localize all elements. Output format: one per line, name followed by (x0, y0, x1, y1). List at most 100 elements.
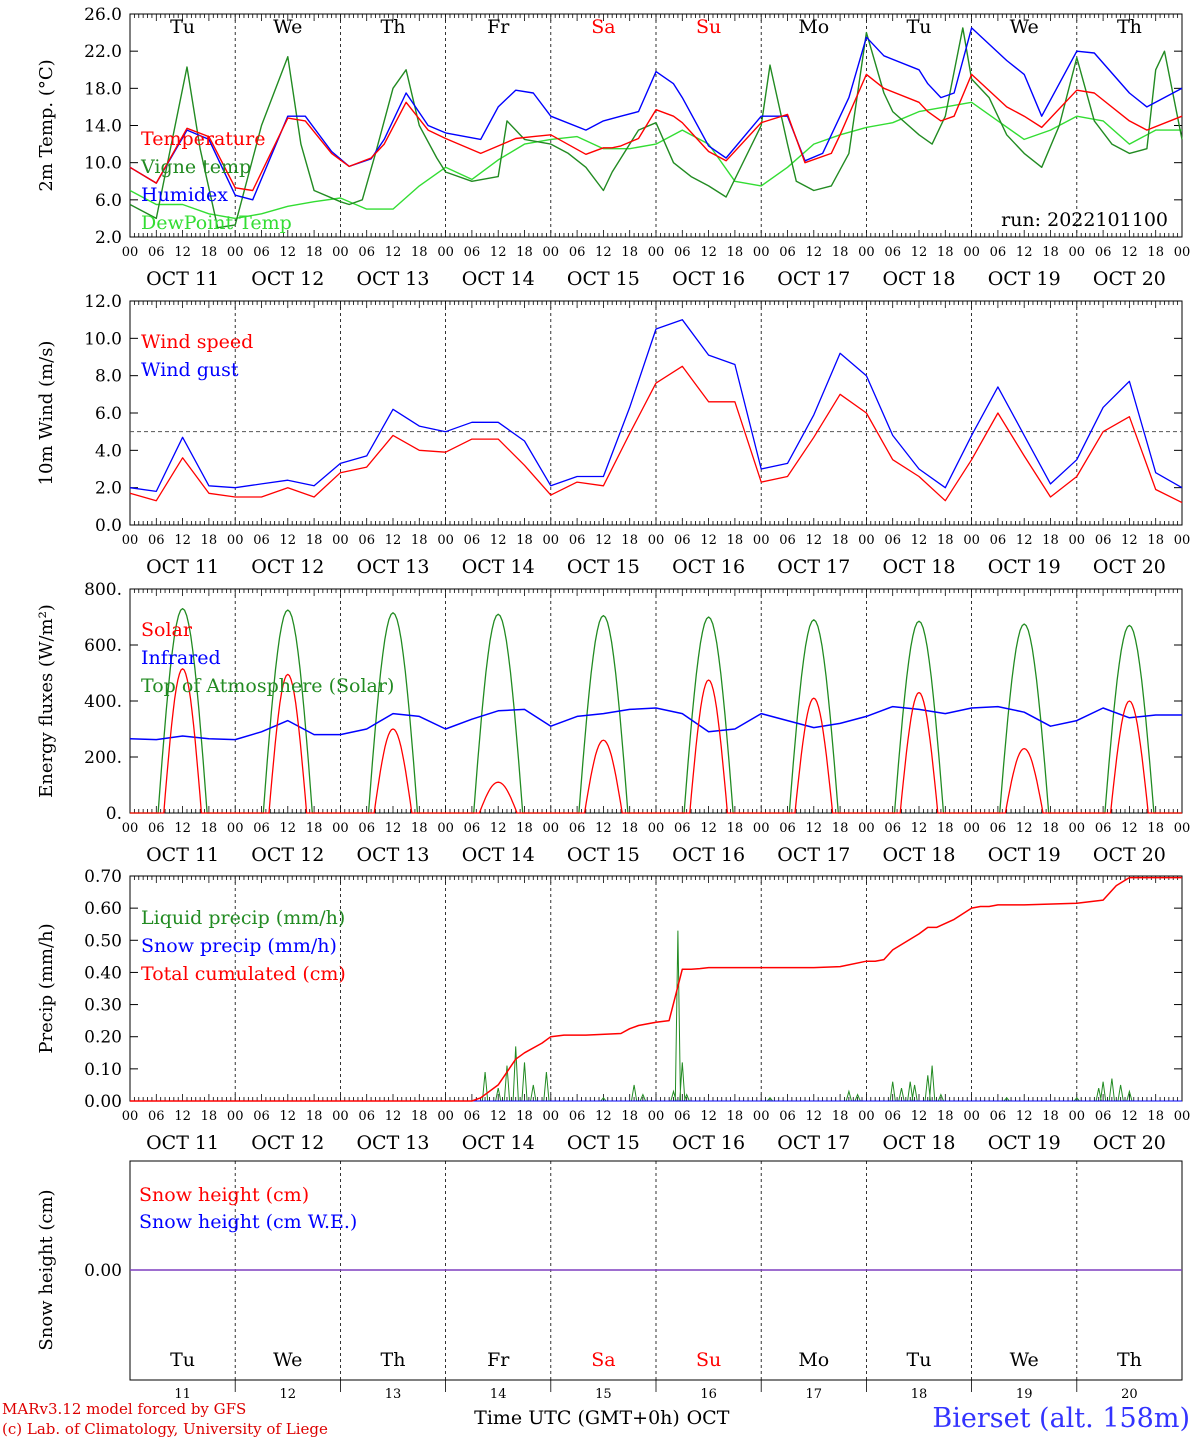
flux-hour-label: 06 (358, 821, 375, 836)
temp-date-label: OCT 13 (356, 268, 429, 290)
temp-ytick-label: 10.0 (84, 154, 122, 174)
snow-weekday-label: Sa (591, 1349, 615, 1371)
precip-hour-label: 18 (306, 1109, 323, 1124)
precip-hour-label: 18 (1147, 1109, 1164, 1124)
wind-ylabel: 10m Wind (m/s) (36, 341, 57, 486)
precip-hour-label: 00 (1069, 1109, 1086, 1124)
flux-hour-label: 00 (122, 821, 139, 836)
temp-date-label: OCT 16 (672, 268, 745, 290)
temp-hour-label: 12 (280, 245, 297, 260)
wind-hour-label: 06 (779, 533, 796, 548)
wind-date-label: OCT 20 (1093, 556, 1166, 578)
temp-legend-entry: DewPoint Temp (141, 212, 292, 234)
temp-hour-label: 06 (990, 245, 1007, 260)
temp-series-line (129, 101, 1182, 220)
temp-hour-label: 06 (779, 245, 796, 260)
temp-hour-label: 00 (543, 245, 560, 260)
temp-date-label: OCT 18 (882, 268, 955, 290)
precip-date-label: OCT 17 (777, 1132, 850, 1154)
precip-hour-label: 18 (937, 1109, 954, 1124)
flux-hour-label: 18 (1147, 821, 1164, 836)
temp-weekday-label: Tu (170, 16, 195, 38)
wind-date-label: OCT 11 (146, 556, 219, 578)
temp-hour-label: 12 (385, 245, 402, 260)
precip-hour-label: 06 (464, 1109, 481, 1124)
precip-hour-label: 18 (411, 1109, 428, 1124)
temp-hour-label: 00 (332, 245, 349, 260)
temp-legend-entry: Humidex (141, 184, 228, 206)
wind-hour-label: 12 (385, 533, 402, 548)
wind-legend-entry: Wind speed (141, 331, 253, 353)
temp-date-label: OCT 14 (462, 268, 535, 290)
temp-hour-label: 00 (122, 245, 139, 260)
temp-hour-label: 00 (1069, 245, 1086, 260)
flux-hour-label: 06 (1095, 821, 1112, 836)
temp-hour-label: 18 (1147, 245, 1164, 260)
temp-hour-label: 12 (595, 245, 612, 260)
precip-ytick-label: 0.00 (84, 1092, 122, 1112)
flux-hour-label: 00 (858, 821, 875, 836)
temp-hour-label: 00 (858, 245, 875, 260)
precip-hour-label: 18 (516, 1109, 533, 1124)
temp-hour-label: 00 (753, 245, 770, 260)
precip-hour-label: 00 (227, 1109, 244, 1124)
precip-cumulated-line (130, 876, 1182, 1102)
flux-date-label: OCT 16 (672, 844, 745, 866)
temp-hour-label: 18 (937, 245, 954, 260)
precip-hour-label: 00 (753, 1109, 770, 1124)
wind-hour-label: 18 (832, 533, 849, 548)
wind-hour-label: 18 (306, 533, 323, 548)
precip-hour-label: 12 (1121, 1109, 1138, 1124)
precip-ylabel: Precip (mm/h) (36, 923, 57, 1053)
wind-date-label: OCT 19 (988, 556, 1061, 578)
wind-hour-label: 06 (884, 533, 901, 548)
wind-ytick-label: 4.0 (95, 441, 122, 461)
snow-weekday-label: Th (1117, 1349, 1142, 1371)
flux-hour-label: 06 (148, 821, 165, 836)
precip-hour-label: 06 (253, 1109, 270, 1124)
wind-hour-label: 12 (174, 533, 191, 548)
wind-hour-label: 12 (595, 533, 612, 548)
flux-frame (129, 588, 1183, 814)
flux-date-label: OCT 18 (882, 844, 955, 866)
wind-hour-label: 06 (253, 533, 270, 548)
wind-legend-entry: Wind gust (141, 359, 239, 381)
temp-weekday-label: Su (696, 16, 721, 38)
snow-legend-entry: Snow height (cm W.E.) (139, 1211, 357, 1233)
wind-hour-label: 12 (490, 533, 507, 548)
precip-hour-label: 00 (1174, 1109, 1191, 1124)
flux-date-label: OCT 11 (146, 844, 219, 866)
flux-hour-label: 18 (727, 821, 744, 836)
flux-hour-label: 00 (1069, 821, 1086, 836)
temp-hour-label: 06 (148, 245, 165, 260)
flux-date-label: OCT 19 (988, 844, 1061, 866)
wind-date-label: OCT 18 (882, 556, 955, 578)
temp-hour-label: 18 (621, 245, 638, 260)
precip-hour-label: 00 (122, 1109, 139, 1124)
panel-frames (129, 13, 1183, 1392)
temp-hour-label: 06 (1095, 245, 1112, 260)
temp-hour-label: 18 (1042, 245, 1059, 260)
flux-date-label: OCT 20 (1093, 844, 1166, 866)
precip-date-label: OCT 14 (462, 1132, 535, 1154)
temp-hour-label: 12 (490, 245, 507, 260)
wind-hour-label: 00 (963, 533, 980, 548)
wind-hour-label: 12 (806, 533, 823, 548)
flux-hour-label: 00 (437, 821, 454, 836)
precip-hour-label: 00 (963, 1109, 980, 1124)
flux-hour-label: 00 (753, 821, 770, 836)
precip-hour-label: 18 (621, 1109, 638, 1124)
precip-hour-label: 12 (806, 1109, 823, 1124)
precip-date-label: OCT 15 (567, 1132, 640, 1154)
temp-date-label: OCT 20 (1093, 268, 1166, 290)
temp-legend-entry: Vigne temp (140, 156, 251, 178)
footer-model-text: MARv3.12 model forced by GFS (2, 1400, 246, 1418)
flux-ytick-label: 400. (84, 692, 122, 712)
temp-hour-label: 12 (911, 245, 928, 260)
wind-hour-label: 06 (358, 533, 375, 548)
wind-date-label: OCT 17 (777, 556, 850, 578)
wind-date-label: OCT 13 (356, 556, 429, 578)
precip-hour-label: 06 (1095, 1109, 1112, 1124)
wind-date-label: OCT 14 (462, 556, 535, 578)
precip-ytick-label: 0.20 (84, 1028, 122, 1048)
